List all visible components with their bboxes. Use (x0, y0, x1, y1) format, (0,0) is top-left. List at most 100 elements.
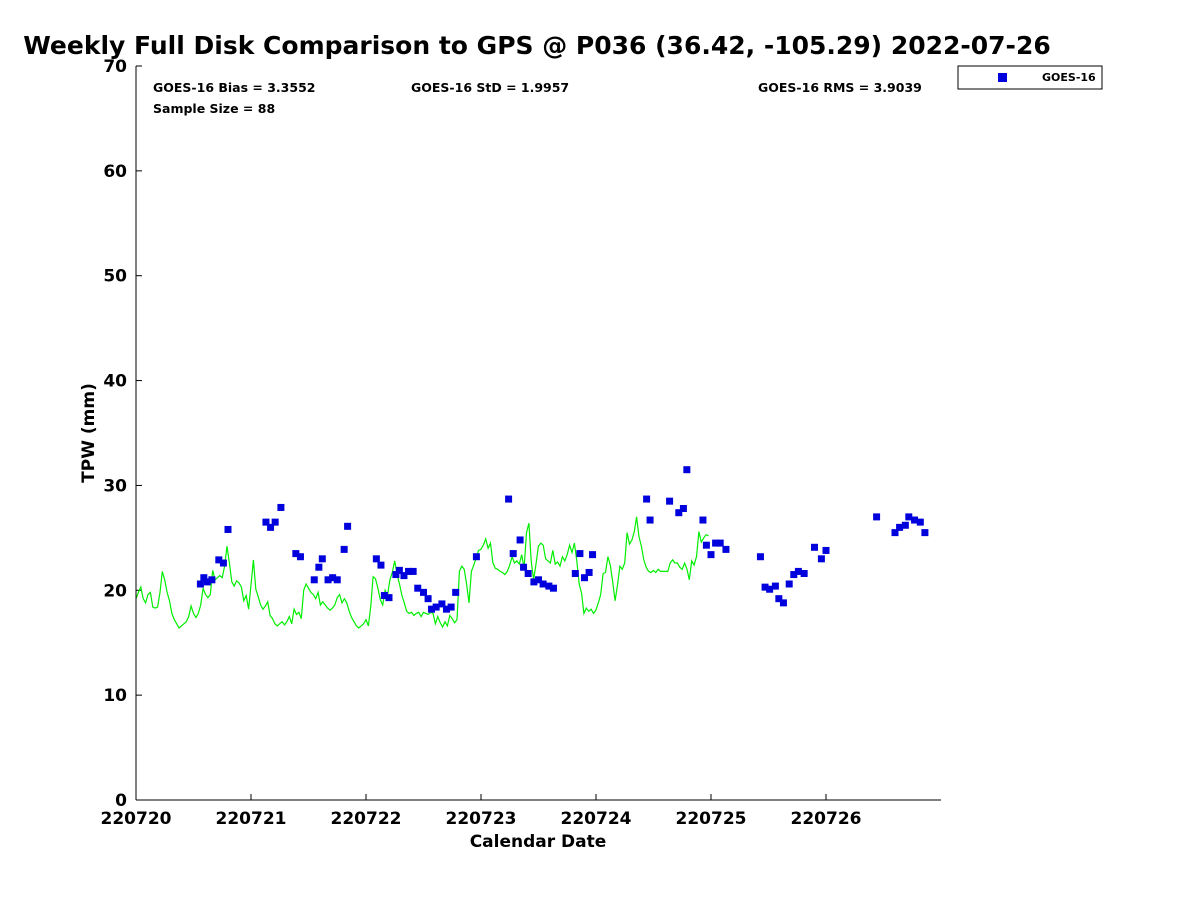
goes16-point (219, 559, 227, 567)
goes16-point (761, 583, 769, 591)
goes16-point (571, 570, 579, 578)
y-tick-label: 50 (103, 267, 127, 287)
goes16-point (271, 518, 279, 526)
goes16-point (203, 578, 211, 586)
goes16-point (716, 539, 724, 547)
goes16-point (447, 603, 455, 611)
goes16-point (766, 585, 774, 593)
x-tick-label: 220720 (101, 809, 172, 829)
goes16-point (428, 605, 436, 613)
goes16-point (683, 466, 691, 474)
goes16-point (585, 568, 593, 576)
goes16-point (215, 556, 223, 564)
goes16-point (921, 529, 929, 537)
goes16-point (675, 509, 683, 517)
goes16-point (916, 518, 924, 526)
goes16-point (443, 605, 450, 613)
goes16-point (509, 550, 517, 558)
x-tick-label: 220724 (561, 809, 632, 829)
y-tick-label: 30 (103, 476, 127, 496)
goes16-point (794, 567, 802, 575)
goes16-point (549, 584, 557, 592)
y-tick-label: 40 (103, 372, 127, 392)
goes16-point (372, 555, 380, 563)
goes16-point (424, 595, 432, 603)
goes16-point (707, 551, 715, 559)
goes16-point (472, 553, 480, 561)
goes16-point (800, 570, 808, 578)
x-axis-ticks: 220720 220721 220722 220723 220724 220725 2207… (101, 794, 861, 829)
goes16-point (420, 588, 427, 596)
goes16-point (896, 523, 904, 531)
stat-sample-size: Sample Size = 88 (153, 101, 275, 116)
goes16-point (666, 497, 674, 505)
y-tick-label: 60 (103, 162, 127, 182)
gps-series-line (135, 516, 709, 629)
goes16-point (329, 574, 337, 582)
goes16-point (432, 603, 440, 611)
goes16-point (771, 582, 779, 590)
x-tick-label: 220723 (446, 809, 517, 829)
goes16-point (699, 516, 707, 524)
y-tick-label: 20 (103, 581, 127, 601)
x-tick-label: 220721 (216, 809, 287, 829)
goes16-point (702, 541, 710, 549)
goes16-point (296, 553, 304, 561)
y-tick-label: 70 (103, 57, 127, 77)
goes16-point (400, 572, 408, 580)
goes16-point (380, 592, 388, 600)
goes16-point (811, 543, 818, 551)
goes16-point (911, 516, 919, 524)
goes16-point (712, 539, 720, 547)
goes16-point (873, 513, 881, 521)
goes16-point (438, 600, 446, 608)
goes16-point (262, 518, 270, 526)
goes16-point (722, 545, 730, 553)
y-tick-label: 10 (103, 686, 127, 706)
goes16-point (277, 503, 285, 511)
goes16-point (679, 504, 687, 512)
goes16-point (524, 570, 532, 578)
stat-std: GOES-16 StD = 1.9957 (411, 80, 569, 95)
goes16-point (901, 521, 909, 529)
goes16-point (576, 550, 584, 558)
goes16-point (392, 571, 400, 579)
plot-area (135, 466, 929, 629)
goes16-point (779, 599, 787, 607)
goes16-point (196, 580, 204, 588)
goes16-point (790, 571, 798, 579)
y-axis-ticks: 0 10 20 30 40 50 60 70 (103, 57, 142, 811)
goes16-point (395, 566, 403, 574)
y-axis-label: TPW (mm) (79, 383, 99, 483)
goes16-point (324, 576, 332, 584)
legend-marker (998, 73, 1007, 82)
goes16-point (785, 580, 793, 588)
goes16-point (891, 529, 899, 537)
goes16-point (530, 578, 538, 586)
goes16-point (224, 525, 232, 533)
stats-annotations: GOES-16 Bias = 3.3552 Sample Size = 88 G… (153, 80, 922, 116)
x-tick-label: 220725 (676, 809, 747, 829)
goes16-point (822, 546, 830, 554)
goes16-point (520, 563, 528, 571)
goes16-point (539, 580, 547, 588)
goes16-point (318, 555, 326, 563)
goes16-point (581, 574, 588, 582)
stat-rms: GOES-16 RMS = 3.9039 (758, 80, 922, 95)
goes16-point (310, 576, 318, 584)
goes16-point (817, 555, 825, 563)
goes16-point (267, 523, 275, 531)
goes16-point (414, 584, 422, 592)
x-tick-label: 220722 (331, 809, 402, 829)
goes16-point (200, 574, 208, 582)
goes16-point (589, 551, 597, 559)
legend-label: GOES-16 (1042, 71, 1096, 84)
goes16-point (315, 563, 323, 571)
goes16-point (344, 522, 352, 530)
goes16-point (505, 495, 513, 503)
goes16-point (516, 536, 524, 544)
goes16-point (643, 495, 651, 503)
goes16-point (905, 513, 913, 521)
goes16-point (775, 595, 783, 603)
goes16-point (377, 561, 385, 569)
